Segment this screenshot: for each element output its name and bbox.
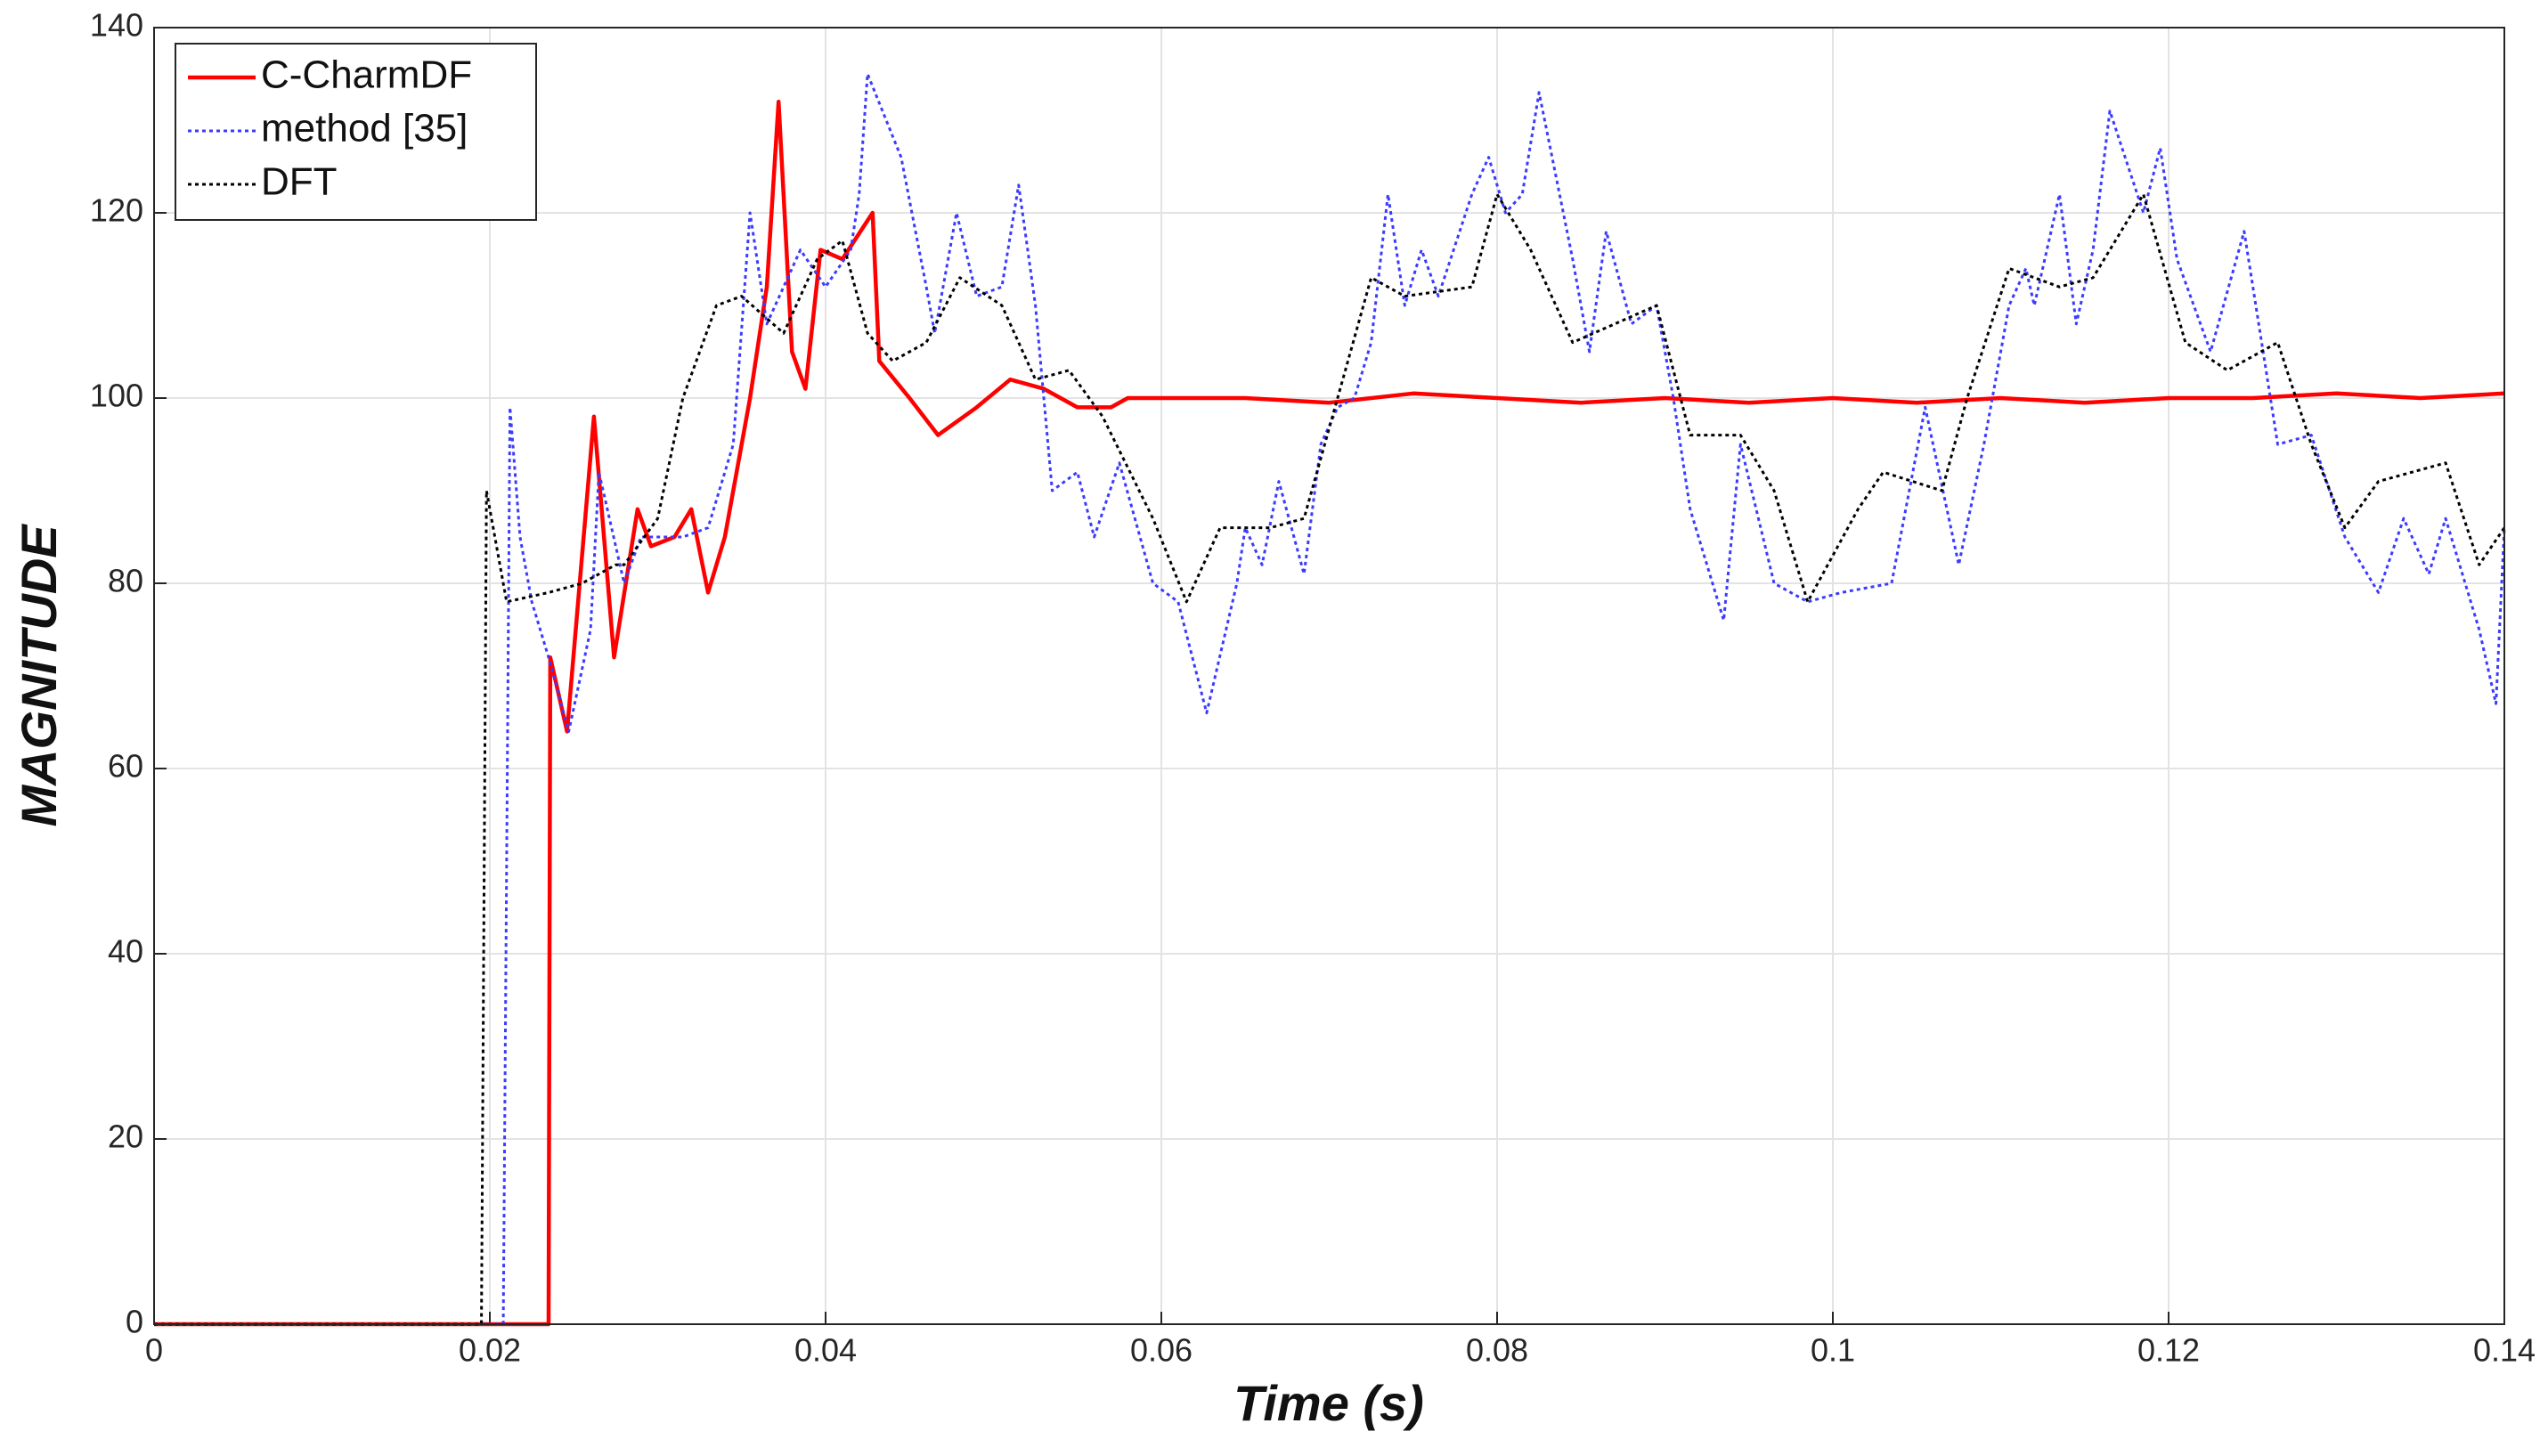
- y-tick-label: 40: [108, 933, 143, 970]
- x-axis-label: Time (s): [1233, 1375, 1424, 1431]
- y-tick-label: 100: [90, 378, 143, 414]
- x-tick-label: 0.08: [1466, 1332, 1528, 1369]
- y-tick-label: 140: [90, 7, 143, 44]
- y-tick-label: 20: [108, 1118, 143, 1155]
- x-tick-label: 0: [145, 1332, 163, 1369]
- x-tick-label: 0.02: [459, 1332, 521, 1369]
- legend-label: DFT: [261, 160, 338, 204]
- x-tick-label: 0.1: [1811, 1332, 1855, 1369]
- y-tick-label: 120: [90, 192, 143, 229]
- x-tick-label: 0.06: [1130, 1332, 1193, 1369]
- series-line: [154, 99, 2505, 1327]
- legend-label: method [35]: [261, 107, 468, 150]
- y-tick-label: 0: [126, 1304, 143, 1340]
- legend-box: [175, 43, 537, 221]
- y-tick-label: 80: [108, 563, 143, 599]
- plot-area: [154, 28, 2504, 1324]
- x-tick-label: 0.04: [794, 1332, 857, 1369]
- y-tick-label: 60: [108, 748, 143, 785]
- x-tick-label: 0.14: [2473, 1332, 2536, 1369]
- series-line: [154, 192, 2506, 1326]
- plot-frame: [153, 27, 2505, 1325]
- x-tick-label: 0.12: [2137, 1332, 2200, 1369]
- legend-label: C-CharmDF: [261, 53, 472, 97]
- y-axis-label: MAGNITUDE: [11, 524, 67, 827]
- legend: C-CharmDF method [35] DFT: [175, 43, 537, 221]
